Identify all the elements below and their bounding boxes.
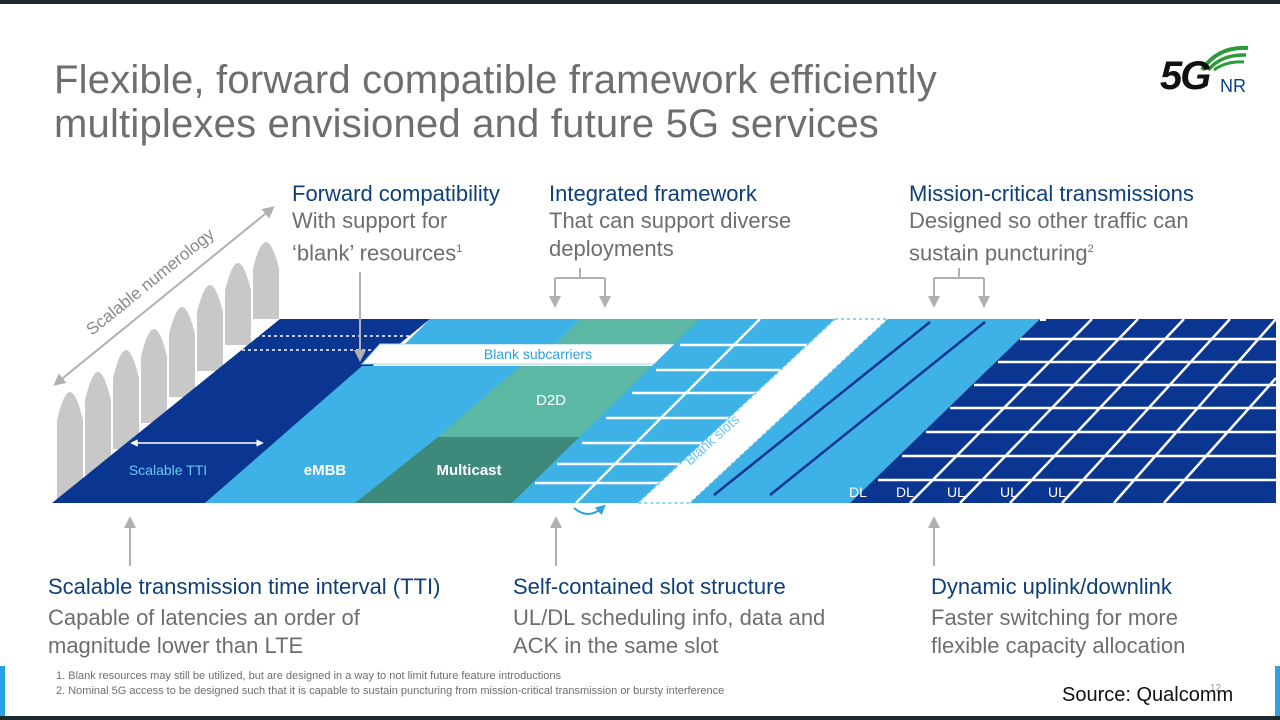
integrated-framework-bracket [549, 268, 611, 308]
scalable-numerology-arrow [53, 206, 275, 386]
caption-scalable-tti: Scalable transmission time interval (TTI… [48, 574, 440, 660]
multicast-block [355, 437, 580, 503]
slot-label-ul: UL [1048, 484, 1066, 500]
top-border [0, 0, 1280, 4]
caption-heading: Self-contained slot structure [513, 574, 786, 599]
slot-label-dl: DL [896, 484, 914, 500]
embb-label: eMBB [304, 462, 347, 479]
caption-line: sustain puncturing2 [909, 240, 1094, 266]
title-line-1: Flexible, forward compatible framework e… [54, 58, 937, 102]
logo-nr-text: NR [1220, 76, 1246, 96]
footnote-1: 1. Blank resources may still be utilized… [56, 670, 562, 682]
caption-line: ACK in the same slot [513, 633, 719, 658]
caption-forward-compatibility: Forward compatibility With support for ‘… [292, 181, 500, 267]
caption-line: That can support diverse [549, 208, 792, 233]
caption-line: With support for [292, 208, 448, 233]
footnote-ref: 1 [456, 243, 463, 255]
logo-5g-text: 5G [1160, 54, 1211, 98]
caption-line: Faster switching for more [931, 605, 1178, 630]
caption-line: magnitude lower than LTE [48, 633, 304, 658]
footnote-ref: 2 [1087, 243, 1094, 255]
caption-integrated-framework: Integrated framework That can support di… [549, 181, 791, 263]
mission-critical-block [690, 319, 1040, 503]
puncture-line [713, 321, 931, 496]
caption-heading: Integrated framework [549, 181, 757, 206]
footnote-2: 2. Nominal 5G access to be designed such… [56, 685, 725, 697]
bottom-border [0, 716, 1280, 720]
caption-line: deployments [549, 236, 674, 261]
page-number: 12 [1210, 683, 1222, 694]
multicast-label: Multicast [436, 462, 501, 479]
caption-dynamic-ul-dl: Dynamic uplink/downlink Faster switching… [931, 574, 1185, 660]
source-credit: Source: Qualcomm [1062, 684, 1234, 706]
left-accent-bar [0, 666, 5, 720]
title-line-2: multiplexes envisioned and future 5G ser… [54, 102, 879, 146]
caption-mission-critical: Mission-critical transmissions Designed … [909, 181, 1194, 267]
caption-line: Designed so other traffic can [909, 208, 1189, 233]
caption-heading: Forward compatibility [292, 181, 500, 206]
caption-heading: Scalable transmission time interval (TTI… [48, 574, 441, 599]
caption-heading: Mission-critical transmissions [909, 181, 1194, 206]
d2d-label: D2D [536, 392, 566, 409]
slot-label-dl: DL [849, 484, 867, 500]
caption-self-contained-slot: Self-contained slot structure UL/DL sche… [513, 574, 825, 660]
slot-grid [512, 318, 835, 504]
mission-critical-bracket [928, 268, 990, 308]
ack-loop-arrow [573, 504, 606, 516]
caption-heading: Dynamic uplink/downlink [931, 574, 1172, 599]
scalable-tti-label: Scalable TTI [129, 462, 207, 478]
caption-line: UL/DL scheduling info, data and [513, 605, 826, 630]
blank-slots-band [636, 318, 890, 504]
caption-line: flexible capacity allocation [931, 633, 1186, 658]
caption-line: Capable of latencies an order of [48, 605, 360, 630]
right-accent-bar [1275, 666, 1280, 720]
puncture-line [769, 321, 986, 496]
slot-label-ul: UL [947, 484, 965, 500]
ul-dl-grid [850, 318, 1277, 504]
caption-line: ‘blank’ resources1 [292, 240, 463, 266]
slot-label-ul: UL [1000, 484, 1018, 500]
wave-arcs-icon [1200, 45, 1249, 72]
page-title: Flexible, forward compatible framework e… [54, 58, 937, 146]
5g-nr-logo: 5G NR [1158, 40, 1254, 102]
scalable-tti-block [52, 319, 430, 503]
blank-subcarriers-label: Blank subcarriers [484, 346, 592, 362]
d2d-block [438, 366, 670, 437]
